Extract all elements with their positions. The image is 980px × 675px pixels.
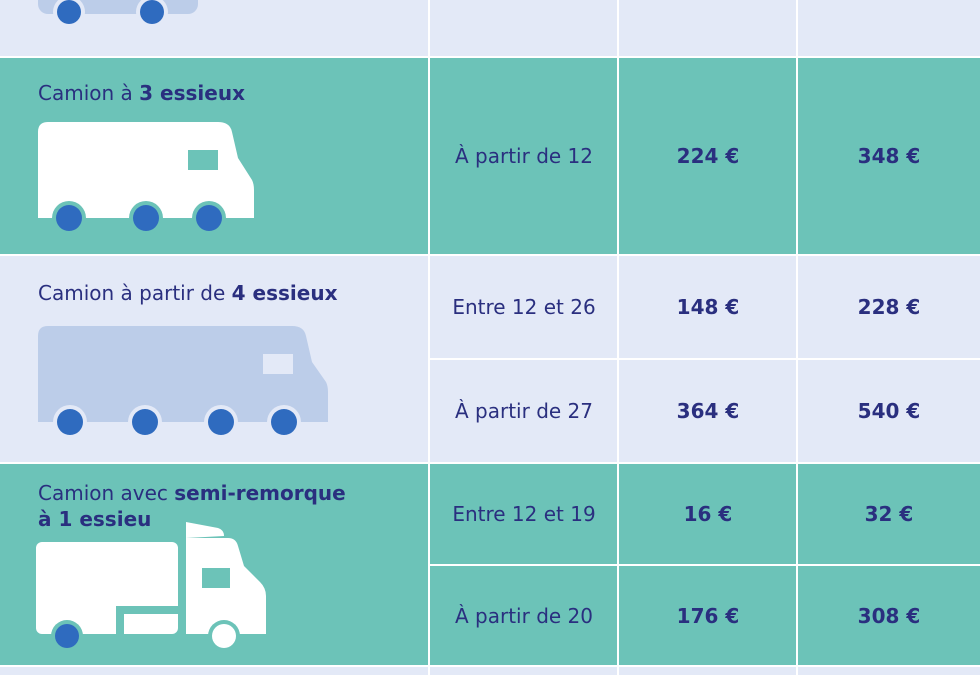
vehicle-label: Camion avec semi-remorque à 1 essieu — [38, 481, 346, 531]
range-cell: À partir de 27 — [455, 399, 593, 423]
price-cell: 540 € — [857, 399, 921, 423]
semi-trailer-truck-icon — [36, 522, 266, 652]
table-row-semi-trailer: Camion avec semi-remorque à 1 essieu Ent… — [0, 464, 980, 665]
price-cell: 308 € — [857, 603, 921, 628]
table-row-bottom-partial — [0, 667, 980, 675]
vehicle-label: Camion à partir de 4 essieux — [38, 281, 338, 305]
price-cell: 32 € — [864, 502, 914, 526]
column-divider — [617, 0, 619, 675]
table-row-4-axles: Camion à partir de 4 essieux Entre 12 et… — [0, 256, 980, 462]
column-divider — [428, 0, 430, 675]
truck-4-axles-icon — [38, 326, 328, 439]
price-cell: 176 € — [676, 603, 740, 628]
price-cell: 148 € — [676, 295, 740, 319]
vehicle-label: Camion à 3 essieux — [38, 81, 245, 105]
truck-partial-icon — [38, 0, 198, 28]
price-cell: 348 € — [857, 144, 921, 168]
truck-3-axles-icon — [38, 122, 254, 235]
range-cell: À partir de 20 — [455, 603, 593, 628]
price-cell: 364 € — [676, 399, 740, 423]
table-row-3-axles: Camion à 3 essieux À partir de 12 224 € … — [0, 58, 980, 254]
price-cell: 16 € — [683, 502, 733, 526]
price-cell: 224 € — [676, 144, 740, 168]
column-divider — [796, 0, 798, 675]
table-row-top-partial — [0, 0, 980, 56]
price-cell: 228 € — [857, 295, 921, 319]
range-cell: Entre 12 et 26 — [452, 295, 596, 319]
range-cell: Entre 12 et 19 — [452, 502, 596, 526]
range-cell: À partir de 12 — [455, 144, 593, 168]
